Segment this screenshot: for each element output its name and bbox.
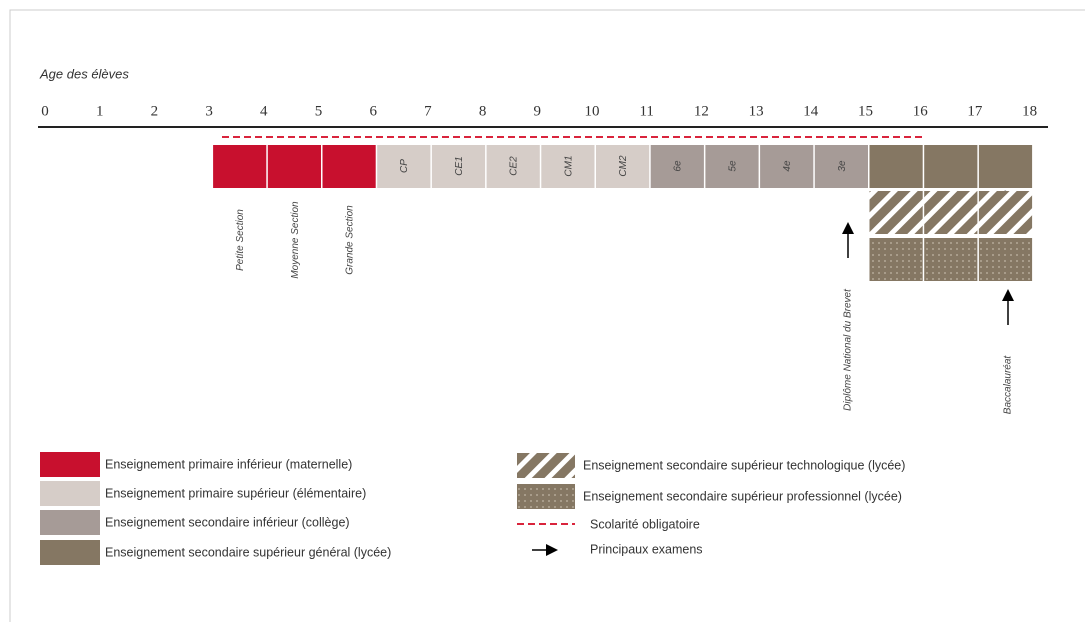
legend-label: Scolarité obligatoire [590,517,700,531]
grade-label: CE1 [454,156,465,175]
legend-label: Enseignement secondaire supérieur techno… [583,458,905,472]
grade-label: Grande Section [344,205,355,275]
frame [9,9,1085,622]
age-label: 11 [639,103,653,119]
age-label: 16 [913,103,929,119]
grade-label: CM1 [563,155,574,176]
age-label: 0 [41,103,49,119]
grade-label: 4e [782,160,793,172]
grade-label: 5e [727,160,738,172]
legend-swatch [517,484,575,509]
age-label: 14 [803,103,819,119]
grade-block [267,145,321,188]
grade-block [486,145,540,188]
age-label: 1 [96,103,104,119]
grade-block [978,145,1033,188]
grade-block [924,145,978,188]
grade-block [869,145,923,188]
grade-label: Moyenne Section [290,201,301,279]
grade-block [869,238,923,281]
age-label: 10 [585,103,600,119]
legend-swatch [40,540,100,565]
grade-block [978,238,1033,281]
legend-label: Enseignement primaire inférieur (materne… [105,457,352,471]
age-label: 8 [479,103,487,119]
age-label: 3 [205,103,213,119]
age-label: 18 [1022,103,1037,119]
age-label: 12 [694,103,709,119]
grade-block [978,191,1033,234]
legend-swatch [40,452,100,477]
age-label: 9 [534,103,542,119]
grade-label: CM2 [618,155,629,177]
legend-swatch [517,453,575,478]
grade-label: 6e [673,160,684,172]
grade-block [924,191,978,234]
legend-label: Principaux examens [590,542,703,556]
age-label: 13 [749,103,764,119]
grade-block [322,145,376,188]
grade-label: CE2 [509,156,520,176]
age-label: 2 [151,103,159,119]
grade-block [377,145,431,188]
grade-block [431,145,486,188]
grade-block [869,191,923,234]
exam-label: Baccalauréat [1003,355,1014,415]
legend-swatch [40,510,100,535]
grade-block [760,145,814,188]
grade-block [213,145,267,188]
age-label: 7 [424,103,432,119]
grade-block [924,238,978,281]
legend-swatch [40,481,100,506]
age-label: 15 [858,103,873,119]
exam-label: Diplôme National du Brevet [843,288,854,411]
axis-title: Age des élèves [39,66,129,81]
legend-label: Enseignement secondaire supérieur généra… [105,545,391,559]
legend-label: Enseignement secondaire inférieur (collè… [105,515,350,529]
grade-block [541,145,595,188]
grade-block [705,145,759,188]
grade-label: 3e [837,160,848,172]
age-label: 4 [260,103,268,119]
legend-label: Enseignement secondaire supérieur profes… [583,489,902,503]
grade-label: Petite Section [235,209,246,271]
age-label: 6 [369,103,377,119]
grade-block [814,145,868,188]
grade-block [596,145,650,188]
age-label: 5 [315,103,323,119]
legend-label: Enseignement primaire supérieur (élément… [105,486,366,500]
grade-label: CP [399,159,410,173]
age-label: 17 [967,103,983,119]
grade-block [650,145,704,188]
